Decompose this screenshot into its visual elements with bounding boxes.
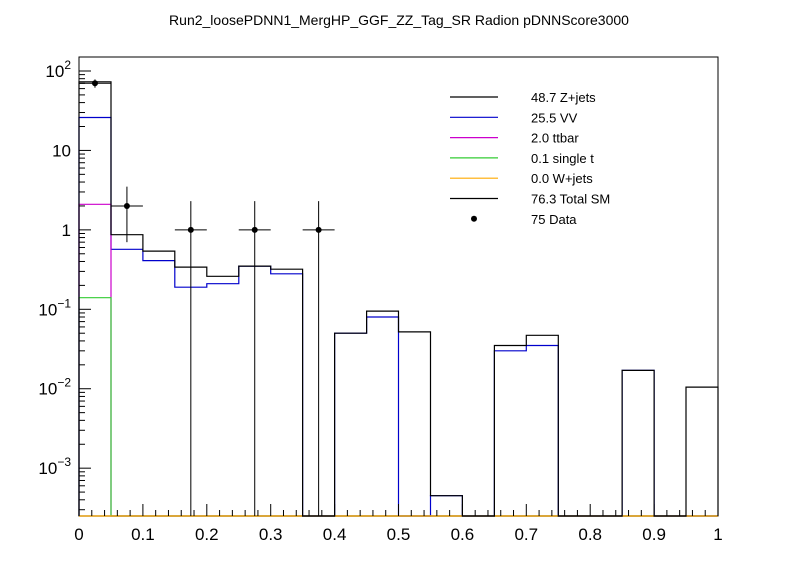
data-point — [79, 79, 111, 88]
data-point — [238, 201, 271, 516]
x-tick-label: 0.3 — [259, 525, 283, 544]
legend-entry: 0.1 single t — [450, 151, 594, 166]
legend-label: 2.0 ttbar — [531, 131, 579, 146]
data-point — [174, 201, 207, 516]
y-tick-label: 10−3 — [38, 455, 71, 478]
data-marker — [187, 226, 194, 233]
data-point — [110, 186, 143, 243]
x-tick-label: 0.2 — [195, 525, 219, 544]
x-tick-label: 0.5 — [387, 525, 411, 544]
y-tick-label: 1 — [62, 221, 71, 240]
x-tick-label: 0.7 — [514, 525, 538, 544]
legend-entry: 76.3 Total SM — [450, 192, 610, 207]
histogram-layer — [78, 81, 719, 517]
data-marker — [91, 80, 98, 87]
legend-label: 0.0 W+jets — [531, 171, 593, 186]
x-tick-label: 1 — [713, 525, 722, 544]
data-marker — [315, 226, 322, 233]
legend-label: 76.3 Total SM — [531, 192, 610, 207]
y-tick-label: 10−1 — [38, 296, 71, 319]
axes-layer: 0 0.1 0.2 0.3 0.4 0.5 0.6 0.7 0.8 0.9 1 102 10 1 10−1 1… — [38, 58, 722, 544]
data-marker — [251, 226, 258, 233]
x-tick-label: 0.8 — [578, 525, 602, 544]
legend-label: 48.7 Z+jets — [531, 90, 596, 105]
legend-entry: 0.0 W+jets — [450, 171, 593, 186]
legend-label: 25.5 VV — [531, 110, 578, 125]
data-points-layer — [79, 79, 335, 516]
y-tick-label: 102 — [45, 58, 71, 81]
legend: 48.7 Z+jets 25.5 VV 2.0 ttbar 0.1 single … — [450, 90, 610, 227]
legend-entry: 48.7 Z+jets — [450, 90, 596, 105]
hist-total-sm — [78, 81, 719, 517]
legend-label: 0.1 single t — [531, 151, 594, 166]
data-point — [302, 201, 335, 516]
x-tick-label: 0.1 — [131, 525, 155, 544]
x-tick-label: 0 — [74, 525, 83, 544]
legend-label: 75 Data — [531, 212, 577, 227]
data-marker — [123, 202, 130, 209]
x-tick-label: 0.6 — [451, 525, 475, 544]
legend-entry: 75 Data — [471, 212, 577, 227]
legend-marker — [471, 215, 477, 222]
y-tick-label: 10−2 — [38, 376, 71, 399]
chart-title: Run2_loosePDNN1_MergHP_GGF_ZZ_Tag_SR Rad… — [169, 12, 629, 28]
legend-entry: 25.5 VV — [450, 110, 578, 125]
x-tick-label: 0.9 — [642, 525, 666, 544]
legend-entry: 2.0 ttbar — [450, 131, 579, 146]
x-tick-label: 0.4 — [323, 525, 347, 544]
y-tick-label: 10 — [52, 141, 71, 160]
